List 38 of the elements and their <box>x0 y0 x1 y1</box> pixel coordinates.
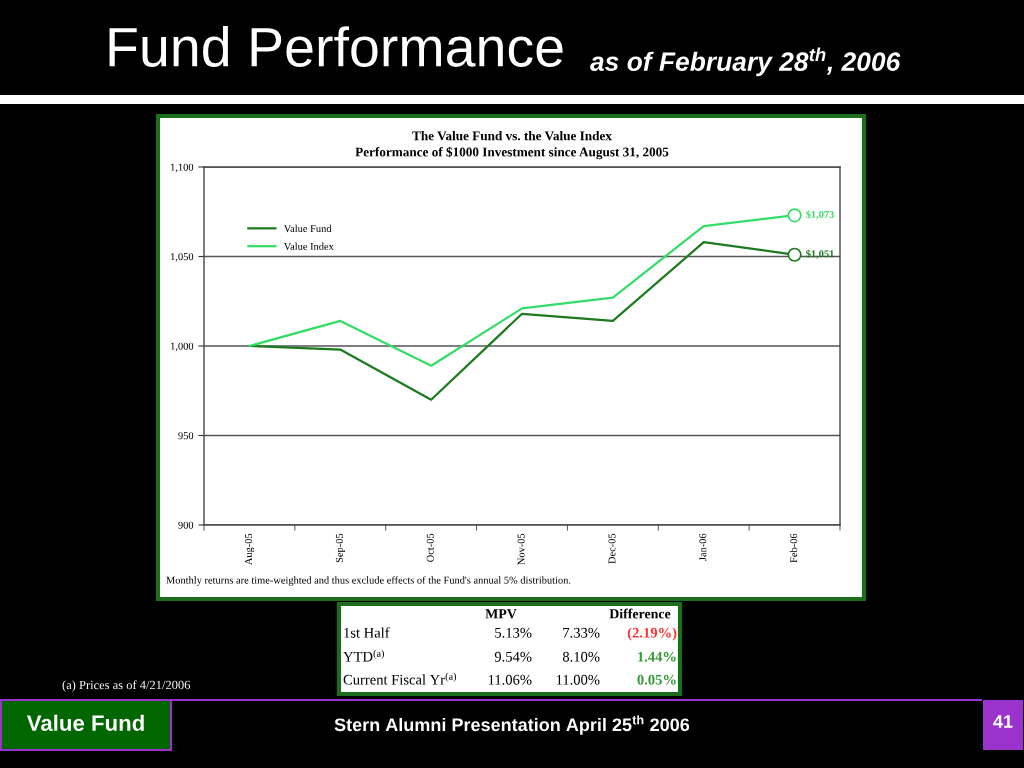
chart-subtitle: Performance of $1000 Investment since August 31, 2005 <box>355 146 669 160</box>
x-tick-label: Feb-06 <box>789 533 798 563</box>
x-tick-label: Jan-06 <box>699 533 707 561</box>
text: 11.06% <box>488 674 532 685</box>
text: 11.00% <box>556 674 600 685</box>
y-tick-label: 950 <box>178 432 194 440</box>
text: Value Fund <box>26 714 144 731</box>
x-tick-label: Oct-05 <box>426 533 434 562</box>
y-tick-label: 1,000 <box>171 342 194 352</box>
x-tick-label: Dec-05 <box>608 533 616 564</box>
legend-label: Value Index <box>283 242 334 250</box>
text: 9.54% <box>494 651 532 662</box>
text: (a) Prices as of 4/21/2006 <box>62 680 191 692</box>
category-label: Current Fiscal Yr$^{(a)}$ <box>343 672 457 685</box>
x-tick-label: Aug-05 <box>244 533 255 566</box>
y-tick-label: 900 <box>178 521 194 529</box>
y-tick-label: 1,050 <box>171 253 194 262</box>
category-label: Difference <box>609 608 671 619</box>
y-tick-label: 1,100 <box>171 163 194 173</box>
text: 7.33% <box>563 627 600 638</box>
text: (2.19%) <box>627 627 677 641</box>
text: 41 <box>993 715 1013 728</box>
text: Stern Alumni Presentation April 25$^{th}$ 2006 <box>334 715 690 735</box>
x-tick-label: Sep-05 <box>335 533 346 563</box>
text: Fund Performance <box>109 26 563 67</box>
legend-label: Value Fund <box>283 224 332 233</box>
category-label: MPV <box>485 609 517 619</box>
annotation: $1,073 <box>806 210 834 220</box>
text: Monthly returns are time-weighted and thus exclude effects of the Fund's annual 5% distribution. <box>166 576 571 586</box>
text: 0.05% <box>637 674 676 685</box>
category-label: 1st Half <box>344 627 390 638</box>
category-label: YTD$^{(a)}$ <box>343 649 384 662</box>
text: as of February 28$^{th}$, 2006 <box>590 47 901 77</box>
text: 8.10% <box>562 651 600 662</box>
chart-title: The Value Fund vs. the Value Index <box>412 131 612 141</box>
x-tick-label: Nov-05 <box>517 533 525 565</box>
text: 1.44% <box>638 651 676 662</box>
text: 5.13% <box>495 627 532 638</box>
